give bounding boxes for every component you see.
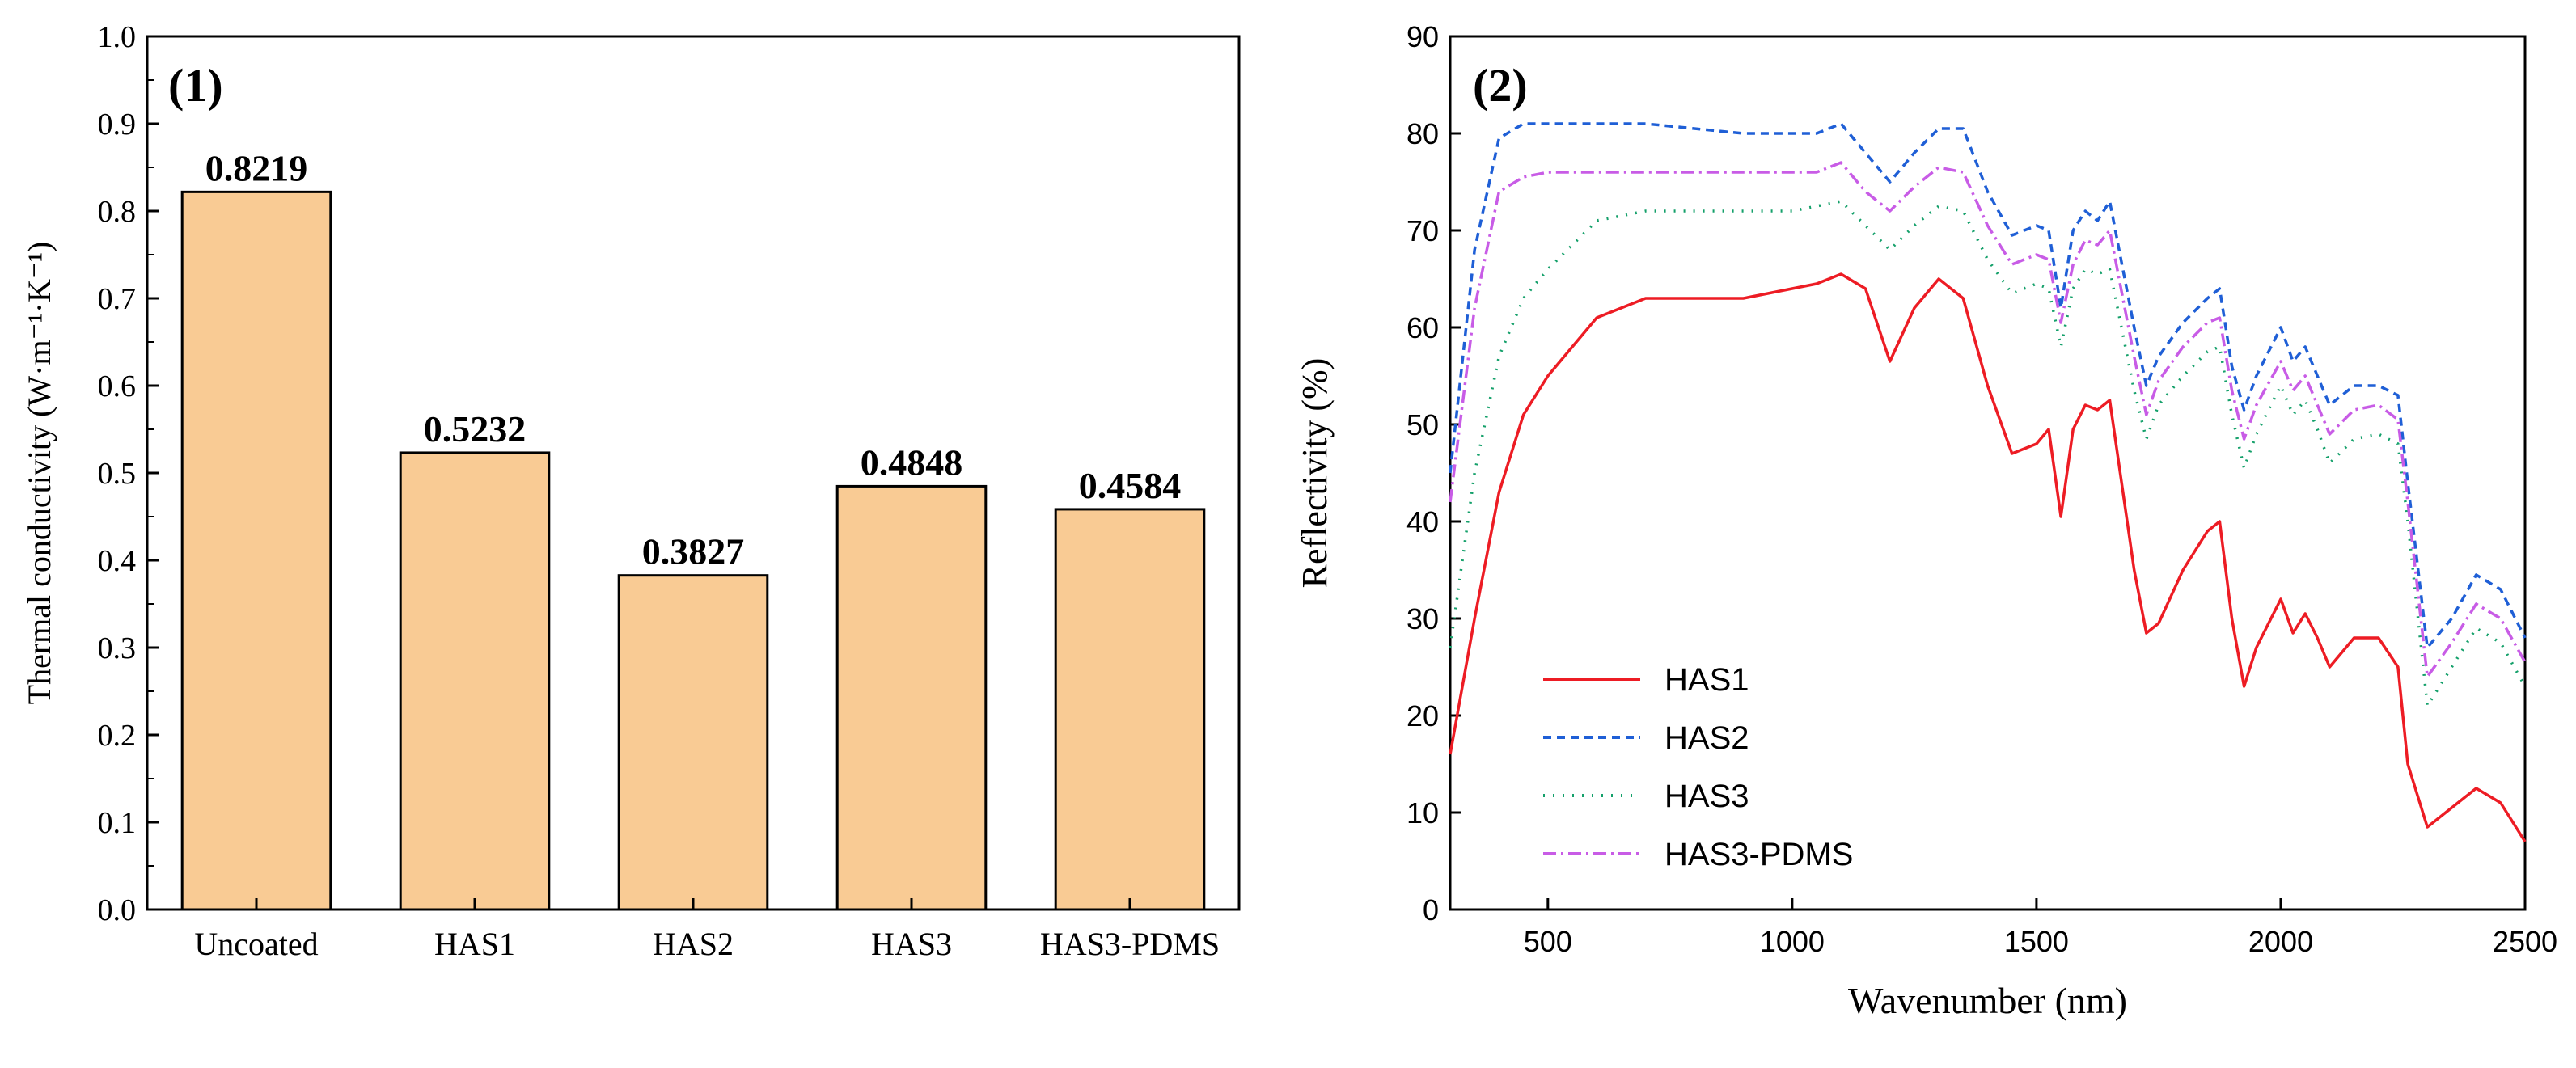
y-tick-label: 70	[1406, 214, 1439, 247]
bar-value-label: 0.8219	[205, 147, 308, 188]
y-tick-label: 50	[1406, 408, 1439, 441]
x-tick-label: HAS1	[434, 926, 515, 962]
y-tick-label: 0.2	[98, 719, 137, 753]
bar-uncoated	[180, 190, 332, 911]
x-axis-label: Wavenumber (nm)	[1848, 980, 2127, 1021]
series-line-has3-pdms	[1449, 161, 2527, 678]
x-tick-label: 2500	[2493, 925, 2557, 958]
y-tick-label: 60	[1406, 311, 1439, 344]
x-tick-label: 500	[1524, 925, 1572, 958]
bar-value-label: 0.4848	[861, 441, 963, 483]
y-tick-label: 0.8	[98, 195, 137, 229]
bar-has1	[399, 451, 551, 911]
y-tick-label: 0.4	[98, 544, 137, 578]
bar-value-label: 0.3827	[642, 531, 745, 572]
x-tick-label: 2000	[2248, 925, 2313, 958]
y-tick-label: 80	[1406, 117, 1439, 150]
legend-label: HAS3	[1664, 779, 1749, 814]
legend-label: HAS3-PDMS	[1664, 837, 1853, 872]
reflectivity-line-panel: 0 10 20 30 40 50 60 70 80 90 500 1000 1500 2000 2500 (2…	[1295, 20, 2557, 1021]
y-tick-label: 40	[1406, 505, 1439, 538]
x-tick-label: Uncoated	[194, 926, 318, 962]
panel-label: (2)	[1473, 59, 1528, 112]
y-tick-label: 10	[1406, 796, 1439, 829]
bar-value-label: 0.5232	[424, 408, 527, 450]
y-tick-label: 0.7	[98, 282, 137, 316]
panel-label: (1)	[168, 59, 223, 112]
x-tick-label: HAS3-PDMS	[1040, 926, 1220, 962]
x-tick-label: HAS2	[653, 926, 734, 962]
series-line-has1	[1449, 272, 2527, 842]
x-tick-label: 1000	[1760, 925, 1825, 958]
bar-has2	[617, 574, 769, 911]
y-tick-label: 0.3	[98, 631, 137, 665]
y-tick-label: 0.6	[98, 369, 137, 403]
y-tick-label: 0	[1423, 893, 1439, 927]
x-tick-label: HAS3	[871, 926, 952, 962]
bar-has3-pdms	[1054, 508, 1206, 911]
legend-label: HAS1	[1664, 662, 1749, 698]
y-tick-label: 1.0	[98, 20, 137, 54]
y-tick-label: 90	[1406, 20, 1439, 53]
series-line-has2	[1449, 122, 2527, 649]
plot-frame	[1449, 35, 2527, 911]
y-tick-label: 30	[1406, 602, 1439, 635]
x-tick-label: 1500	[2004, 925, 2069, 958]
y-tick-label: 0.9	[98, 108, 137, 141]
legend-label: HAS2	[1664, 720, 1749, 756]
y-axis-label: Thermal conductivity (W·m⁻¹·K⁻¹)	[21, 242, 57, 705]
thermal-conductivity-bar-panel: 0.0 0.1 0.2 0.3 0.4 0.5 0.6 0.7 0.8 0.9 1.0 0.8219 U…	[21, 20, 1241, 962]
y-axis-label: Reflectivity (%)	[1295, 358, 1335, 589]
series-line-has3	[1449, 200, 2527, 707]
y-tick-label: 0.0	[98, 893, 137, 927]
bar-has3	[835, 484, 988, 911]
y-tick-label: 20	[1406, 699, 1439, 732]
bar-value-label: 0.4584	[1079, 465, 1182, 506]
y-tick-label: 0.5	[98, 457, 137, 491]
y-tick-label: 0.1	[98, 806, 137, 840]
